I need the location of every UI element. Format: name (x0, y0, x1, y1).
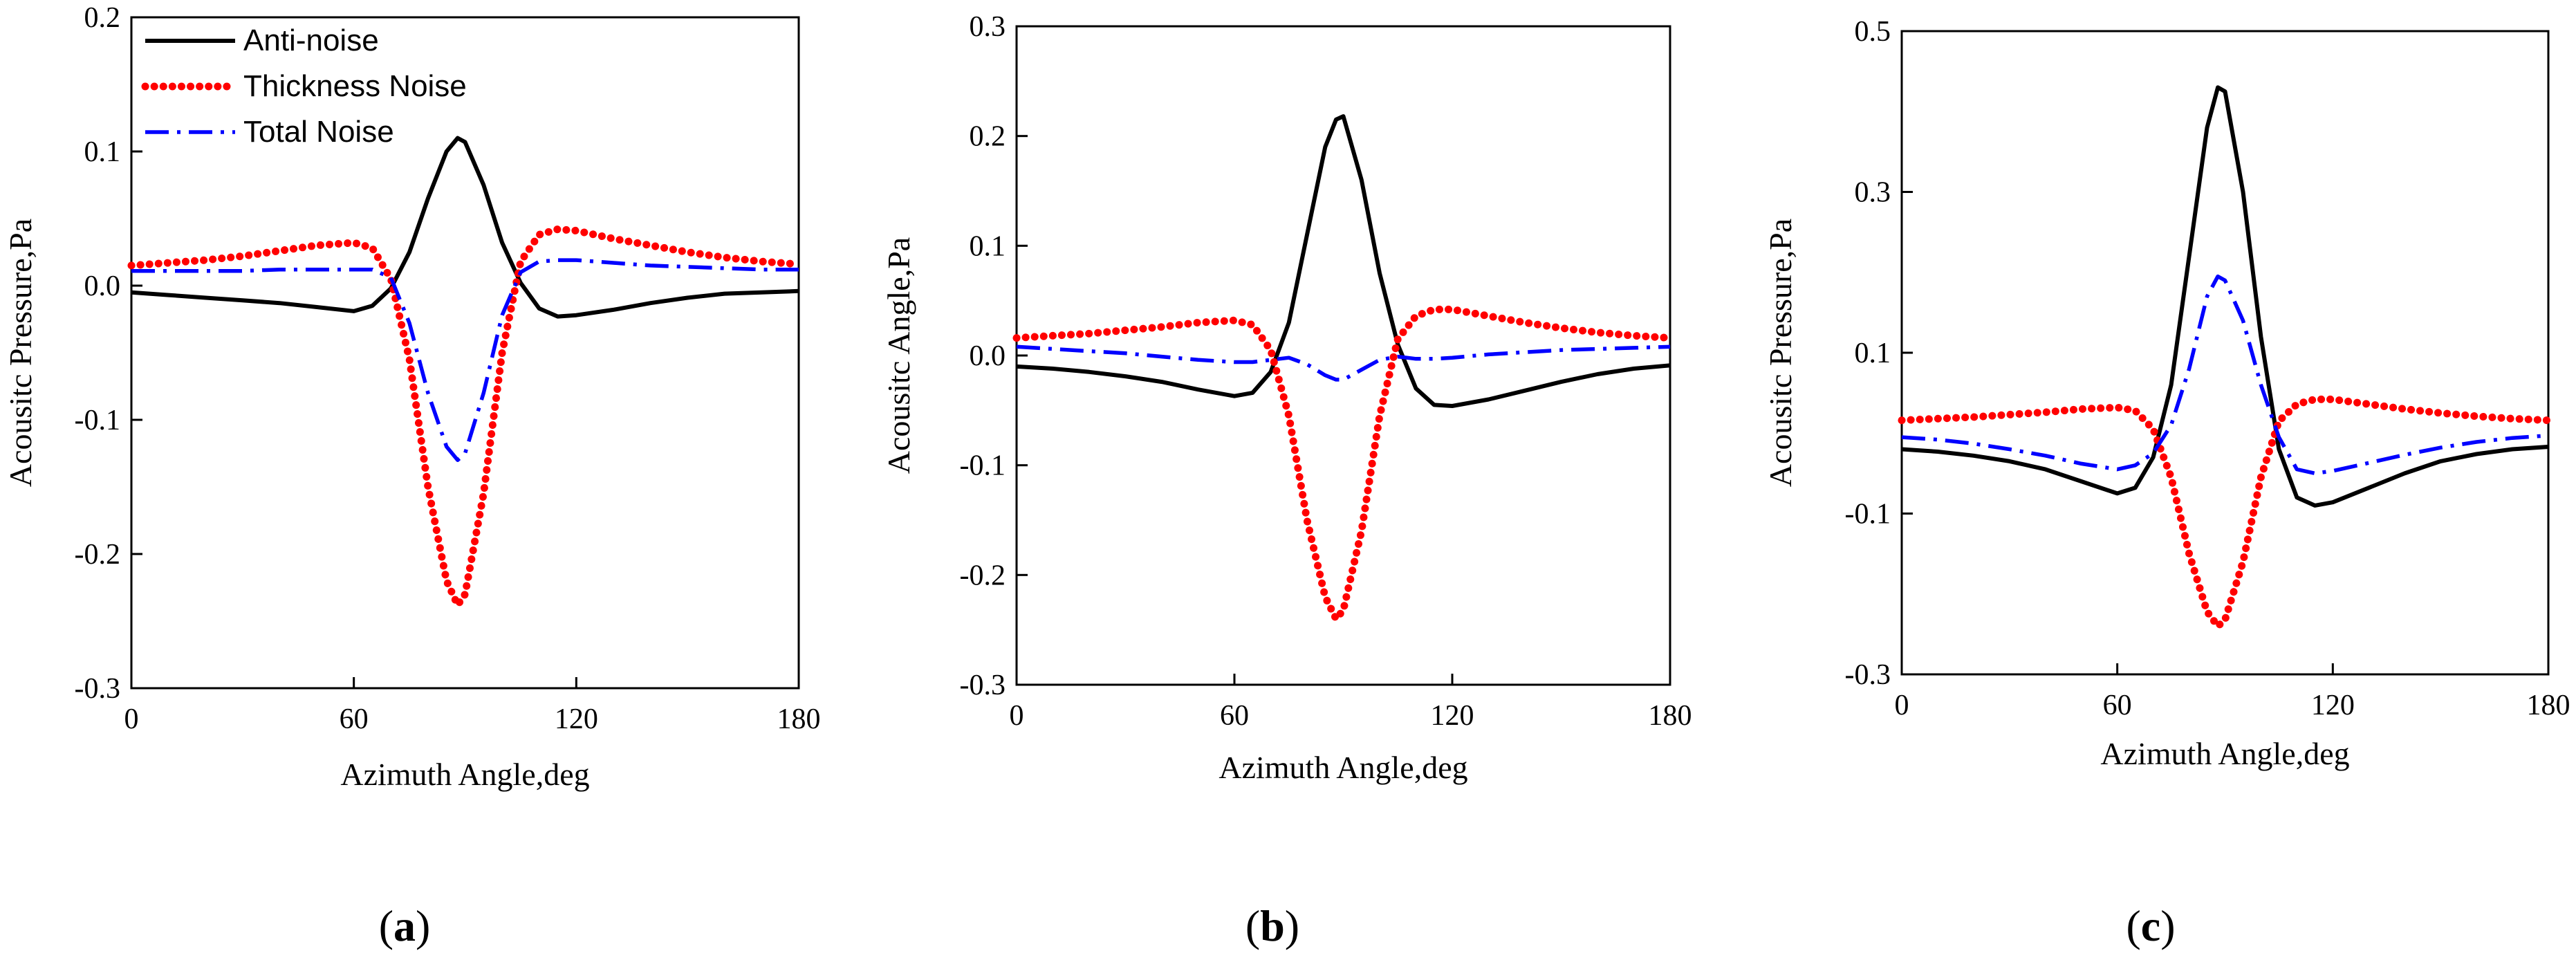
y-tick-label: -0.1 (960, 450, 1006, 482)
x-tick-label: 60 (1220, 700, 1249, 732)
series-line-thickness-noise (127, 225, 803, 609)
panel-label-b: (b) (1245, 901, 1299, 950)
y-tick-label: -0.3 (1845, 659, 1891, 691)
y-tick-label: -0.3 (960, 670, 1006, 701)
series-layer-c (1898, 85, 2552, 630)
x-tick-label: 0 (1010, 700, 1024, 732)
y-tick-label: 0.5 (1855, 16, 1891, 48)
y-tick-label: 0.2 (84, 2, 121, 34)
series-layer-a (127, 136, 803, 609)
y-tick-label: 0.3 (970, 11, 1006, 43)
series-line-anti-noise (1016, 114, 1671, 408)
x-tick-label: 0 (124, 703, 139, 735)
y-tick-label: -0.3 (75, 673, 121, 705)
ticks-a: 0 60 120 180 -0.3 -0.2 -0.1 0.0 0.1 0.2 (75, 2, 821, 735)
y-tick-label: 0.0 (84, 270, 121, 302)
x-tick-label: 180 (777, 703, 821, 735)
x-axis-label-a: Azimuth Angle,deg (340, 757, 589, 792)
x-tick-label: 60 (2103, 690, 2132, 721)
ticks-c: 0 60 120 180 -0.3 -0.1 0.1 0.3 0.5 (1845, 16, 2570, 721)
y-tick-label: -0.2 (960, 560, 1006, 591)
legend-entry-label: Anti-noise (243, 24, 379, 57)
ticks-b: 0 60 120 180 -0.3 -0.2 -0.1 0.0 0.1 0.2 0.3 (960, 11, 1692, 732)
panel-label-c: (c) (2126, 901, 2175, 950)
legend-entry-label: Thickness Noise (243, 69, 467, 103)
y-tick-label: -0.1 (75, 405, 121, 436)
panel-letter-b: b (1260, 901, 1285, 950)
legend-a: Anti-noise Thickness Noise Total Noise (141, 24, 467, 149)
series-line-anti-noise (131, 136, 799, 319)
x-tick-label: 120 (1431, 700, 1474, 732)
y-tick-label: 0.2 (970, 121, 1006, 153)
y-tick-label: 0.0 (970, 340, 1006, 372)
chart-panel-a: 0 60 120 180 -0.3 -0.2 -0.1 0.0 0.1 0.2 Anti-nois… (3, 2, 821, 950)
panel-letter-c: c (2141, 901, 2160, 950)
y-tick-label: -0.2 (75, 539, 121, 571)
y-axis-label-c: Acousitc Pressure,Pa (1763, 219, 1798, 487)
y-tick-label: 0.1 (84, 136, 121, 168)
x-tick-label: 120 (2311, 690, 2355, 721)
chart-panel-b: 0 60 120 180 -0.3 -0.2 -0.1 0.0 0.1 0.2 0.3 Azimut… (881, 11, 1692, 950)
series-line-total-noise (1901, 274, 2549, 476)
y-tick-label: -0.1 (1845, 499, 1891, 530)
plot-area-a (130, 16, 800, 690)
series-line-thickness-noise (1012, 305, 1674, 623)
series-line-anti-noise (1901, 85, 2549, 508)
y-axis-label-b: Acousitc Angle,Pa (881, 237, 916, 474)
legend-entry-label: Total Noise (243, 115, 394, 149)
series-line-total-noise (1016, 344, 1671, 382)
x-tick-label: 180 (1649, 700, 1692, 732)
y-axis-label-a: Acousitc Pressure,Pa (3, 219, 38, 487)
x-axis-label-b: Azimuth Angle,deg (1218, 750, 1467, 785)
panel-label-a: (a) (379, 901, 431, 950)
panel-letter-a: a (393, 901, 416, 950)
y-tick-label: 0.1 (970, 230, 1006, 262)
chart-panel-c: 0 60 120 180 -0.3 -0.1 0.1 0.3 0.5 Azimuth Angle… (1763, 16, 2570, 950)
series-line-thickness-noise (1898, 395, 2552, 630)
series-layer-b (1012, 114, 1674, 623)
x-tick-label: 120 (555, 703, 598, 735)
x-tick-label: 180 (2527, 690, 2570, 721)
x-tick-label: 0 (1895, 690, 1909, 721)
y-tick-label: 0.3 (1855, 177, 1891, 209)
x-tick-label: 60 (340, 703, 369, 735)
y-tick-label: 0.1 (1855, 338, 1891, 369)
x-axis-label-c: Azimuth Angle,deg (2100, 736, 2349, 771)
